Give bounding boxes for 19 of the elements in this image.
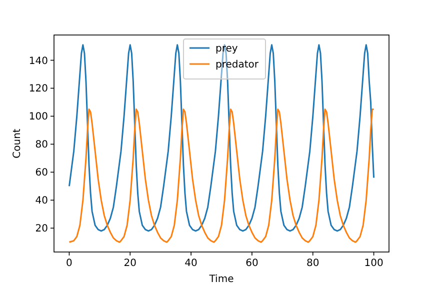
y-tick-label: 120 bbox=[28, 84, 48, 95]
legend-label: prey bbox=[216, 44, 238, 54]
line-series bbox=[68, 44, 375, 232]
y-tick-label: 140 bbox=[28, 56, 48, 67]
line-series bbox=[68, 108, 375, 243]
y-tick-label: 40 bbox=[35, 196, 48, 207]
x-tick-label: 20 bbox=[124, 258, 137, 269]
x-axis-title: Time bbox=[208, 274, 234, 285]
x-tick-label: 0 bbox=[66, 258, 72, 269]
legend-label: predator bbox=[216, 60, 260, 70]
x-tick-label: 100 bbox=[364, 258, 384, 269]
y-axis-title: Count bbox=[12, 128, 23, 158]
y-tick-label: 100 bbox=[28, 112, 48, 123]
y-tick-label: 60 bbox=[35, 168, 48, 179]
y-tick-label: 20 bbox=[35, 224, 48, 235]
y-tick-label: 80 bbox=[35, 140, 48, 151]
x-tick-label: 80 bbox=[306, 258, 320, 269]
x-tick-label: 40 bbox=[184, 258, 198, 269]
x-tick-label: 60 bbox=[246, 258, 258, 269]
